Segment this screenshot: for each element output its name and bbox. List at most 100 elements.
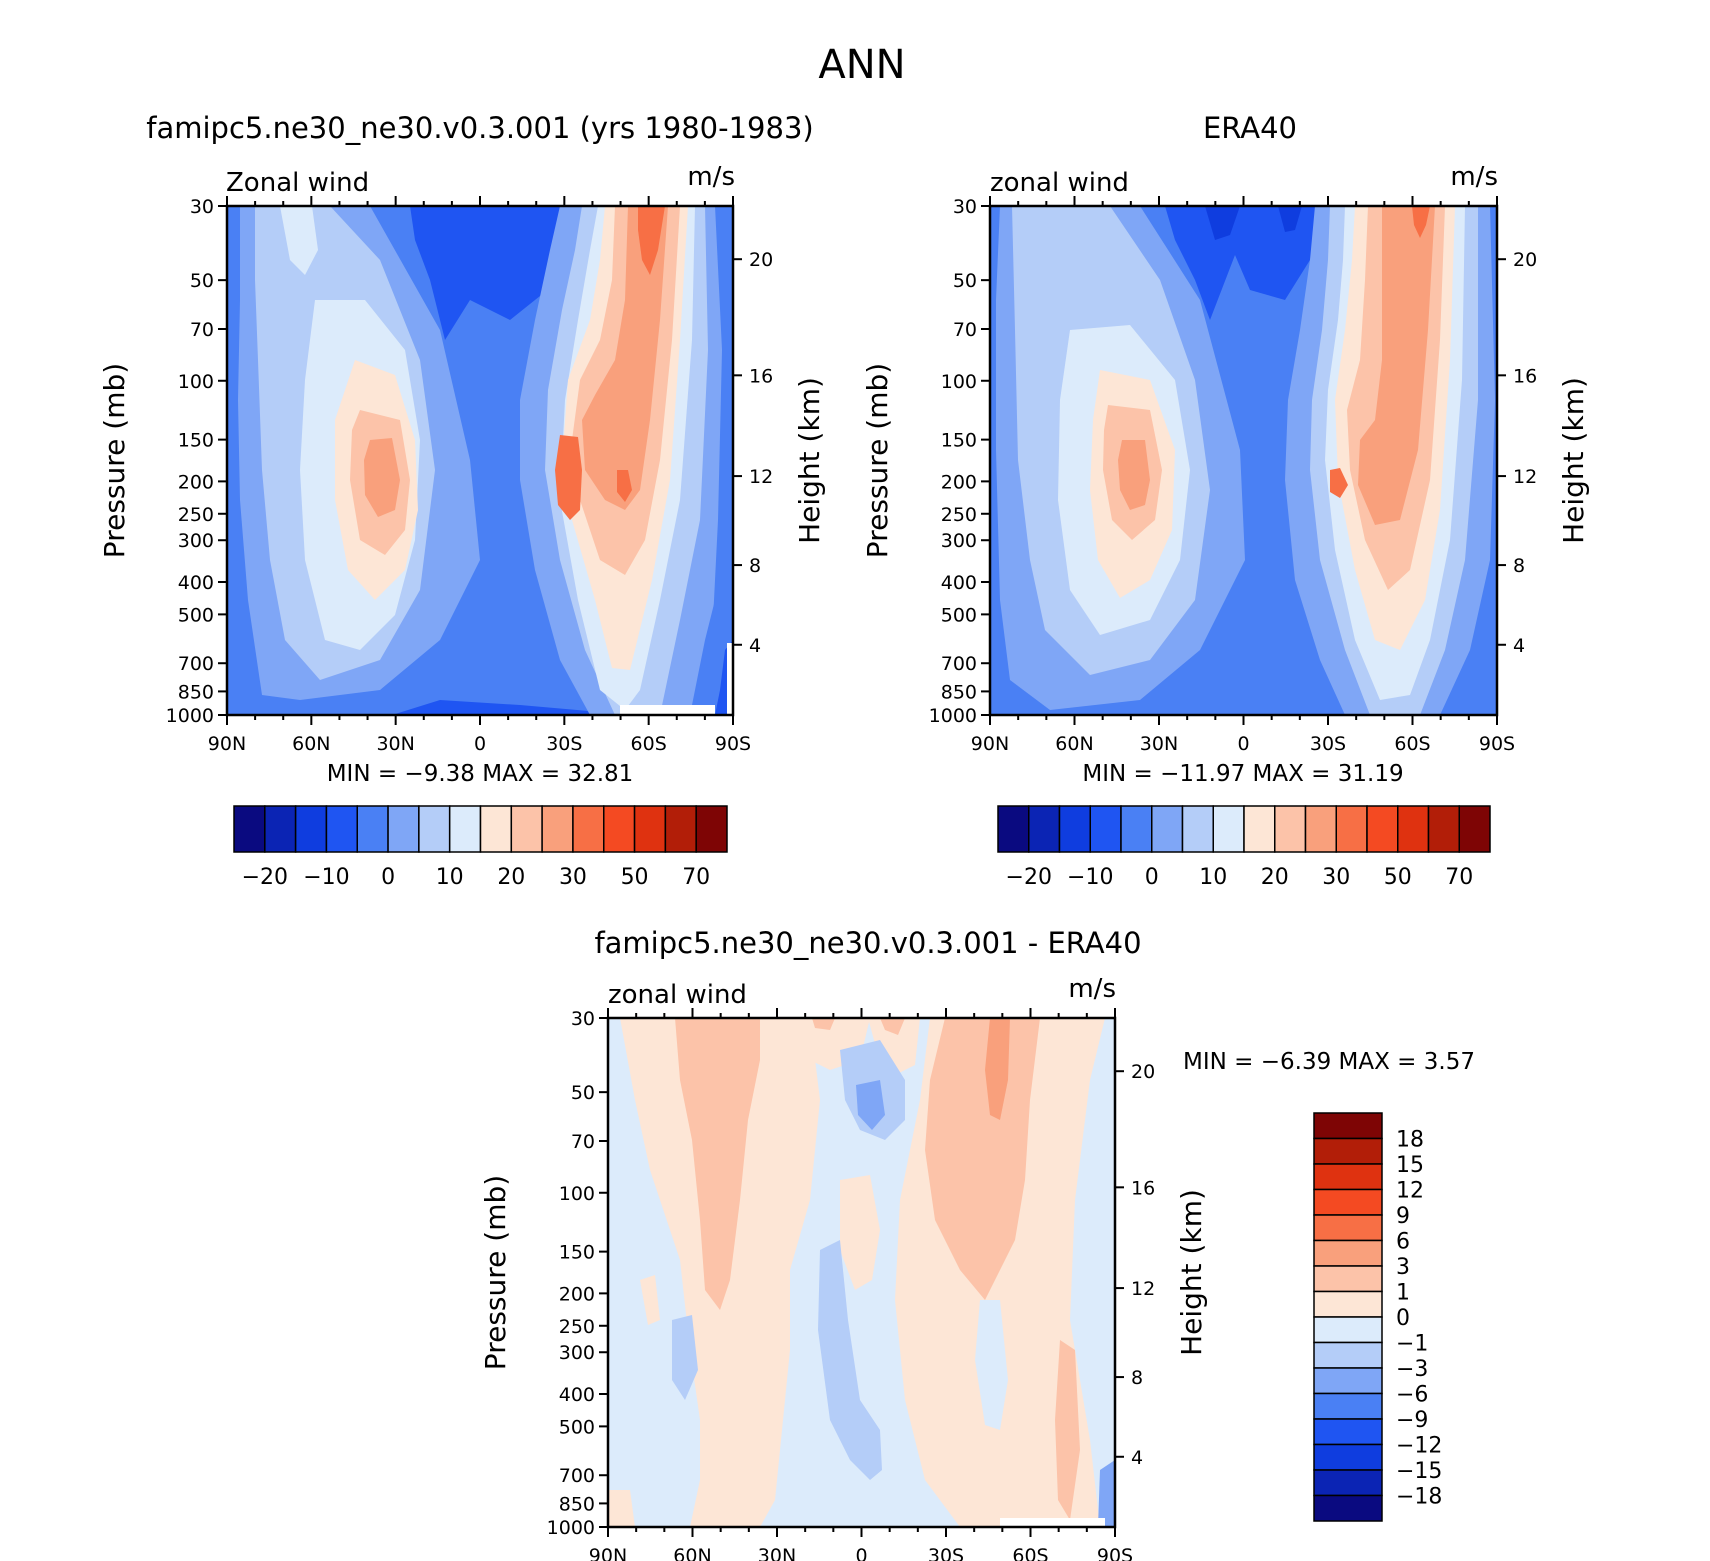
colorbar-label: −12 [1396, 1434, 1442, 1459]
contour-band [975, 1300, 1008, 1430]
contour-band [812, 1018, 835, 1030]
y-tick-label: 100 [178, 371, 214, 393]
y-tick-label: 200 [559, 1283, 595, 1305]
contour-band [1330, 468, 1348, 498]
colorbar-box [1120, 805, 1153, 853]
y-tick-label: 300 [559, 1342, 595, 1364]
y-tick-label: 200 [941, 471, 977, 493]
colorbar-box [1313, 1469, 1383, 1497]
colorbar-box [695, 805, 728, 853]
contour-band [638, 206, 665, 275]
colorbar-label: 12 [1396, 1179, 1424, 1204]
stats-layer: MIN = −9.38 MAX = 32.81 MIN = −11.97 MAX … [327, 761, 1475, 1075]
colorbar-label: 70 [1445, 865, 1473, 890]
y-tick-label: 70 [571, 1131, 595, 1153]
units-label: m/s [1450, 162, 1498, 192]
y-tick-label: 250 [559, 1316, 595, 1338]
x-tick-label: 30S [546, 733, 582, 755]
colorbar-box [1212, 805, 1245, 853]
x-tick-label: 90N [208, 733, 246, 755]
y-tick-label: 200 [178, 471, 214, 493]
colorbar-box [1313, 1112, 1383, 1140]
x-tick-label: 30N [376, 733, 414, 755]
height-tick-label: 4 [749, 635, 761, 657]
variable-label: zonal wind [990, 168, 1129, 198]
y-tick-label: 700 [178, 653, 214, 675]
figure-title: ANN [818, 42, 905, 88]
colorbar-box [1313, 1137, 1383, 1165]
colorbar-box [1313, 1367, 1383, 1395]
contour-band [410, 206, 575, 340]
x-tick-label: 30S [1310, 733, 1346, 755]
colorbar-layer: −20 −10 0 10 20 30 50 70 −20 −10 0 10 20 30 50 70181512… [233, 805, 1491, 1522]
height-tick-label: 12 [1513, 466, 1537, 488]
contour-band [1205, 206, 1240, 240]
y-tick-label: 250 [941, 504, 977, 526]
height-tick-label: 16 [749, 365, 773, 387]
colorbar-box [603, 805, 636, 853]
y-tick-label: 50 [953, 270, 977, 292]
colorbar-box [1313, 1418, 1383, 1446]
height-tick-label: 12 [1131, 1278, 1155, 1300]
min-max-stats: MIN = −11.97 MAX = 31.19 [1082, 761, 1403, 787]
x-tick-label: 60N [1055, 733, 1093, 755]
colorbar-label: −9 [1396, 1408, 1428, 1433]
colorbar: −20 −10 0 10 20 30 50 70 [233, 805, 728, 890]
y-axis-label-right: Height (km) [1557, 377, 1590, 544]
x-tick-label: 60S [631, 733, 667, 755]
min-max-stats: MIN = −6.39 MAX = 3.57 [1183, 1049, 1475, 1075]
y-tick-label: 150 [178, 430, 214, 452]
variable-label: zonal wind [608, 980, 747, 1010]
x-tick-label: 60S [1394, 733, 1430, 755]
y-tick-label: 700 [559, 1465, 595, 1487]
colorbar-label: 1 [1396, 1281, 1410, 1306]
colorbar-label: −20 [242, 865, 288, 890]
contour-band [617, 470, 632, 502]
y-tick-label: 1000 [166, 705, 214, 727]
colorbar-box [1313, 1290, 1383, 1318]
colorbar-box [1089, 805, 1122, 853]
x-tick-label: 30N [1140, 733, 1178, 755]
height-tick-label: 20 [1513, 249, 1537, 271]
contour-band [608, 1490, 635, 1527]
colorbar-box [572, 805, 605, 853]
contour-band [1165, 206, 1320, 320]
height-tick-label: 16 [1513, 365, 1537, 387]
x-tick-label: 60N [292, 733, 330, 755]
y-tick-label: 500 [178, 604, 214, 626]
plot-axes: 90N 60N 30N 0 30S 60S 90S 30 50 70 100 150 200 250 300… [479, 1008, 1208, 1561]
contour-band [582, 206, 668, 510]
contour-band [1412, 206, 1430, 238]
x-tick-label: 60S [1012, 1545, 1048, 1561]
y-tick-label: 850 [559, 1493, 595, 1515]
height-tick-label: 4 [1513, 635, 1525, 657]
x-tick-label: 0 [474, 733, 486, 755]
colorbar-box [1427, 805, 1460, 853]
colorbar-label: −10 [1067, 865, 1113, 890]
contour-band [818, 1240, 882, 1480]
y-tick-label: 50 [571, 1082, 595, 1104]
y-tick-label: 30 [953, 196, 977, 218]
contour-band [868, 1018, 920, 1075]
y-axis-label-right: Height (km) [1175, 1189, 1208, 1356]
colorbar-box [1313, 1188, 1383, 1216]
colorbar-box [1151, 805, 1184, 853]
colorbar-label: −15 [1396, 1459, 1442, 1484]
colorbar-label: 20 [1261, 865, 1289, 890]
colorbar-label: 0 [1396, 1306, 1410, 1331]
colorbar-box [633, 805, 667, 853]
missing-data [727, 643, 733, 715]
colorbar-box [664, 805, 697, 853]
y-tick-label: 400 [559, 1384, 595, 1406]
colorbar-label: 30 [559, 865, 587, 890]
colorbar-label: 9 [1396, 1204, 1410, 1229]
contour-band [675, 1018, 760, 1310]
colorbar-box [264, 805, 297, 853]
colorbar-label: 18 [1396, 1128, 1424, 1153]
colorbar-label: 0 [381, 865, 395, 890]
contour-field [227, 206, 733, 715]
colorbar-box [479, 805, 513, 853]
contour-field [990, 206, 1497, 715]
contour-band [364, 438, 400, 517]
